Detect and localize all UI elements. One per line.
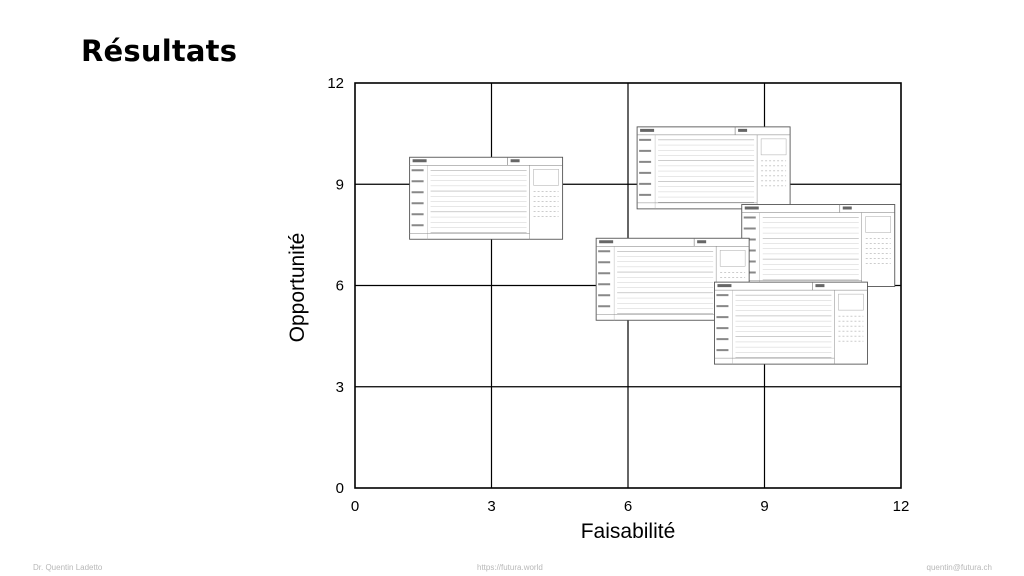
x-tick-label: 6 — [624, 498, 632, 515]
y-tick-label: 12 — [327, 75, 344, 92]
x-tick-label: 3 — [487, 498, 495, 515]
chart-tick-labels: 0 3 6 9 12 0 3 6 9 12 — [327, 75, 909, 515]
y-axis-label: Opportunité — [286, 233, 309, 343]
data-point-sheet — [409, 156, 564, 240]
footer-author: Dr. Quentin Ladetto — [33, 563, 103, 572]
chart-markers — [409, 126, 896, 365]
footer-url: https://futura.world — [477, 563, 543, 572]
y-tick-label: 0 — [336, 480, 344, 497]
data-point-sheet — [741, 204, 896, 287]
data-point-sheet — [595, 237, 750, 321]
y-tick-label: 3 — [336, 379, 344, 396]
y-tick-label: 6 — [336, 278, 344, 295]
x-tick-label: 0 — [351, 498, 359, 515]
x-axis-label: Faisabilité — [581, 520, 676, 543]
x-tick-label: 9 — [760, 498, 768, 515]
x-tick-label: 12 — [893, 498, 910, 515]
data-point-sheet — [636, 126, 791, 210]
footer-email: quentin@futura.ch — [926, 563, 993, 572]
chart-grid — [354, 82, 902, 489]
y-tick-label: 9 — [336, 176, 344, 193]
slide-title: Résultats — [81, 34, 238, 68]
data-point-sheet — [714, 281, 868, 365]
